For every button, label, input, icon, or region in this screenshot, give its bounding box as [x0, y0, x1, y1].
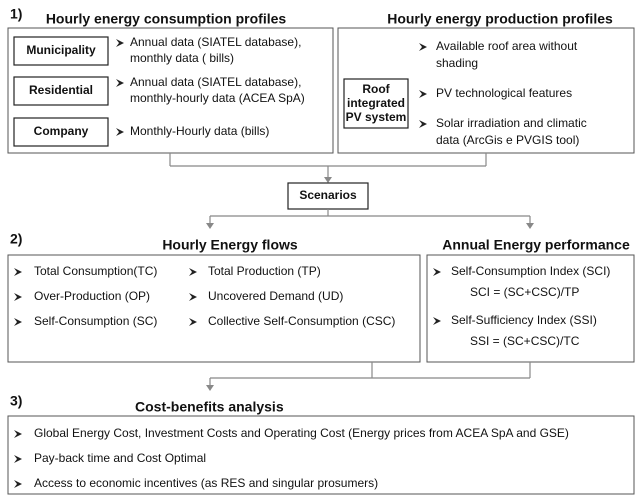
pv-system-box — [343, 78, 409, 129]
bullet — [116, 39, 124, 47]
connector — [209, 209, 531, 224]
section-title: Hourly Energy flows — [162, 237, 298, 253]
bullet — [189, 268, 197, 276]
bullet — [116, 79, 124, 87]
flow-item: Uncovered Demand (UD) — [208, 289, 343, 303]
pv-system-label: Roof — [362, 82, 390, 96]
section-number: 2) — [10, 231, 22, 247]
bullet — [14, 293, 22, 301]
cost-item: Pay-back time and Cost Optimal — [34, 451, 206, 465]
flow-item: Total Production (TP) — [208, 264, 321, 278]
section-number: 1) — [10, 6, 22, 22]
production-detail: Solar irradiation and climatic — [436, 116, 587, 130]
production-detail: shading — [436, 56, 478, 70]
section-title: Hourly energy production profiles — [387, 11, 613, 27]
bullet — [189, 318, 197, 326]
bullet — [14, 318, 22, 326]
section-title: Cost-benefits analysis — [135, 399, 284, 415]
production-detail: PV technological features — [436, 86, 572, 100]
index-name: Self-Sufficiency Index (SSI) — [451, 313, 597, 327]
section-title: Hourly energy consumption profiles — [46, 11, 287, 27]
scenarios-label: Scenarios — [299, 188, 357, 202]
section-number: 3) — [10, 393, 22, 409]
production-detail: data (ArcGis e PVGIS tool) — [436, 133, 579, 147]
source-detail: Annual data (SIATEL database), — [130, 35, 301, 49]
bullet — [433, 317, 441, 325]
connector — [169, 153, 487, 178]
flow-item: Over-Production (OP) — [34, 289, 150, 303]
bullet — [116, 128, 124, 136]
bullet — [14, 268, 22, 276]
bullet — [14, 455, 22, 463]
bullet — [433, 268, 441, 276]
flow-item: Collective Self-Consumption (CSC) — [208, 314, 395, 328]
source-label: Residential — [29, 83, 93, 97]
source-label: Company — [34, 124, 89, 138]
bullet — [14, 430, 22, 438]
source-detail: monthly-hourly data (ACEA SpA) — [130, 91, 305, 105]
source-label: Municipality — [26, 43, 96, 57]
municipality-box — [13, 36, 109, 66]
arrow — [324, 177, 332, 183]
pv-system-label: PV system — [346, 110, 407, 124]
bullet — [419, 90, 427, 98]
bullet — [189, 293, 197, 301]
cost-box — [7, 415, 635, 495]
bullet — [419, 43, 427, 51]
source-detail: monthly data ( bills) — [130, 51, 234, 65]
production-detail: Available roof area without — [436, 39, 578, 53]
section-title: Annual Energy performance — [442, 237, 630, 253]
arrow — [206, 223, 214, 229]
index-formula: SCI = (SC+CSC)/TP — [470, 285, 579, 299]
index-name: Self-Consumption Index (SCI) — [451, 264, 610, 278]
company-box — [13, 117, 109, 147]
cost-item: Access to economic incentives (as RES an… — [34, 476, 378, 490]
source-detail: Annual data (SIATEL database), — [130, 75, 301, 89]
cost-item: Global Energy Cost, Investment Costs and… — [34, 426, 569, 440]
flow-item: Self-Consumption (SC) — [34, 314, 157, 328]
flow-item: Total Consumption(TC) — [34, 264, 157, 278]
source-detail: Monthly-Hourly data (bills) — [130, 124, 269, 138]
index-formula: SSI = (SC+CSC)/TC — [470, 334, 580, 348]
bullet — [419, 120, 427, 128]
pv-system-label: integrated — [347, 96, 405, 110]
residential-box — [13, 76, 109, 106]
bullet — [14, 480, 22, 488]
arrow — [526, 223, 534, 229]
connector — [209, 362, 531, 386]
flows-box — [7, 254, 421, 363]
arrow — [206, 385, 214, 391]
